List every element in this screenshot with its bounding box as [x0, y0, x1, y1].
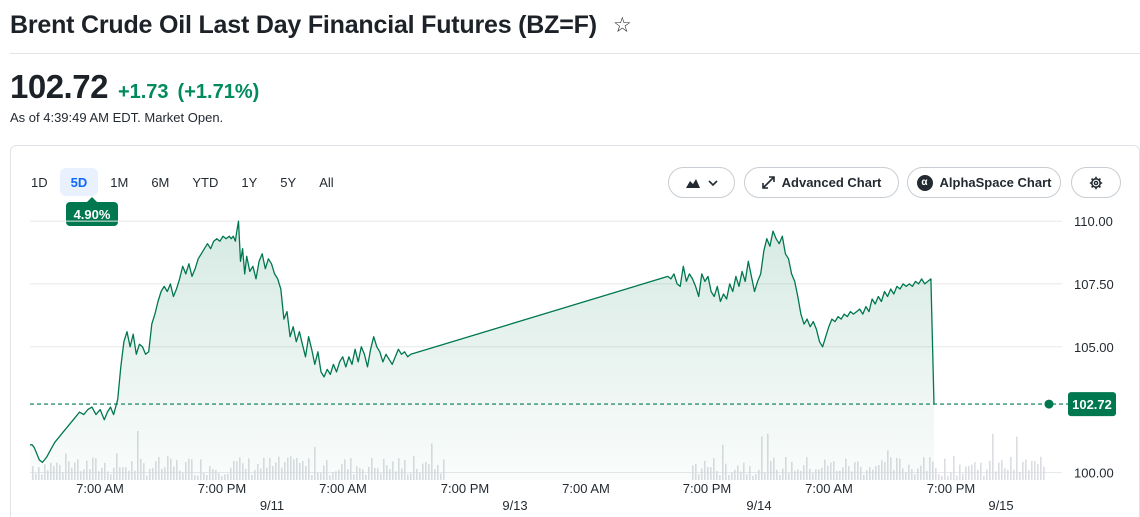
quote-header: Brent Crude Oil Last Day Financial Futur…: [10, 8, 632, 42]
header-divider: [10, 53, 1140, 54]
alphaspace-chart-label: AlphaSpace Chart: [939, 175, 1052, 190]
mountain-chart-icon: [685, 178, 700, 188]
range-selector: 1D 5D 1M 6M YTD 1Y 5Y All: [20, 168, 346, 196]
range-return-badge: 4.90%: [66, 197, 118, 226]
range-1y[interactable]: 1Y: [241, 174, 258, 190]
current-price: 102.72: [10, 68, 108, 105]
expand-arrows-icon: [761, 176, 775, 189]
chart-type-button[interactable]: [668, 167, 735, 198]
chart-card: [10, 145, 1140, 517]
range-all[interactable]: All: [319, 174, 334, 190]
range-5y[interactable]: 5Y: [280, 174, 297, 190]
advanced-chart-label: Advanced Chart: [781, 175, 882, 190]
range-6m[interactable]: 6M: [151, 174, 170, 190]
gear-icon: [1089, 176, 1103, 189]
alphaspace-chart-button[interactable]: α AlphaSpace Chart: [907, 167, 1061, 198]
range-1m[interactable]: 1M: [110, 174, 129, 190]
range-1d[interactable]: 1D: [31, 174, 48, 190]
advanced-chart-button[interactable]: Advanced Chart: [744, 167, 899, 198]
quote-timestamp: As of 4:39:49 AM EDT. Market Open.: [10, 110, 224, 125]
page-title: Brent Crude Oil Last Day Financial Futur…: [10, 10, 597, 39]
range-5d[interactable]: 5D: [59, 168, 99, 196]
alphaspace-logo-icon: α: [916, 174, 933, 191]
price-change-percent: (+1.71%): [177, 81, 260, 103]
chevron-down-icon: [707, 179, 718, 186]
range-ytd[interactable]: YTD: [192, 174, 219, 190]
price-change: +1.73: [117, 81, 169, 103]
chart-settings-button[interactable]: [1071, 167, 1121, 198]
quote-price-row: 102.72 +1.73 (+1.71%): [10, 68, 259, 106]
star-icon[interactable]: ☆: [612, 13, 632, 37]
